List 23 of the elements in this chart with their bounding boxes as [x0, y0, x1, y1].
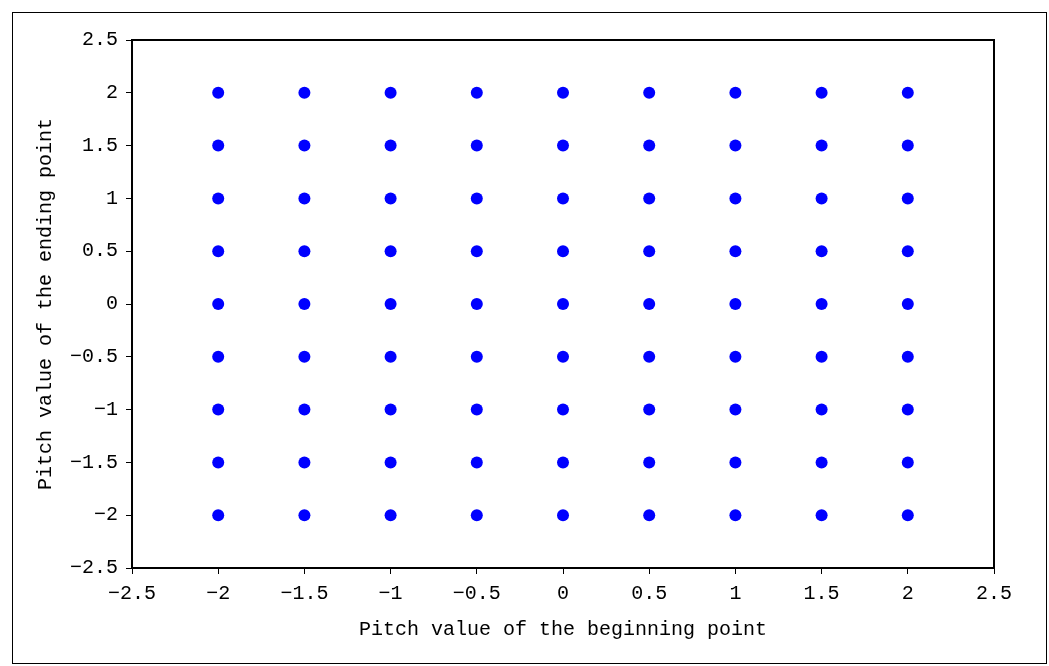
x-tick-label: −1.5 — [280, 582, 329, 606]
x-tick-label: 0.5 — [631, 582, 668, 606]
y-tick-label: −2 — [93, 503, 119, 527]
x-tick-label: 2 — [901, 582, 914, 606]
y-axis-title: Pitch value of the ending point — [34, 117, 58, 491]
x-tick-label: 1.5 — [803, 582, 840, 606]
x-tick-label: −2 — [206, 582, 231, 606]
y-tick-label: 1 — [105, 186, 119, 210]
x-tick-label: −0.5 — [452, 582, 501, 606]
y-tick-label: 1.5 — [81, 133, 119, 157]
y-tick-label: −1 — [93, 397, 119, 421]
y-tick-label: −1.5 — [69, 450, 119, 474]
y-tick-label: 0.5 — [81, 239, 119, 263]
y-tick-label: −0.5 — [69, 345, 119, 369]
x-tick-label: 2.5 — [975, 582, 1013, 606]
x-tick-label: 0 — [557, 582, 570, 606]
y-tick-label: −2.5 — [69, 556, 119, 580]
x-tick-label: 1 — [729, 582, 742, 606]
y-tick-label: 2 — [105, 81, 119, 105]
y-tick-label: 2.5 — [81, 28, 119, 52]
y-tick-label: 0 — [105, 292, 119, 316]
x-axis-title: Pitch value of the beginning point — [358, 618, 768, 642]
x-tick-label: −1 — [378, 582, 403, 606]
